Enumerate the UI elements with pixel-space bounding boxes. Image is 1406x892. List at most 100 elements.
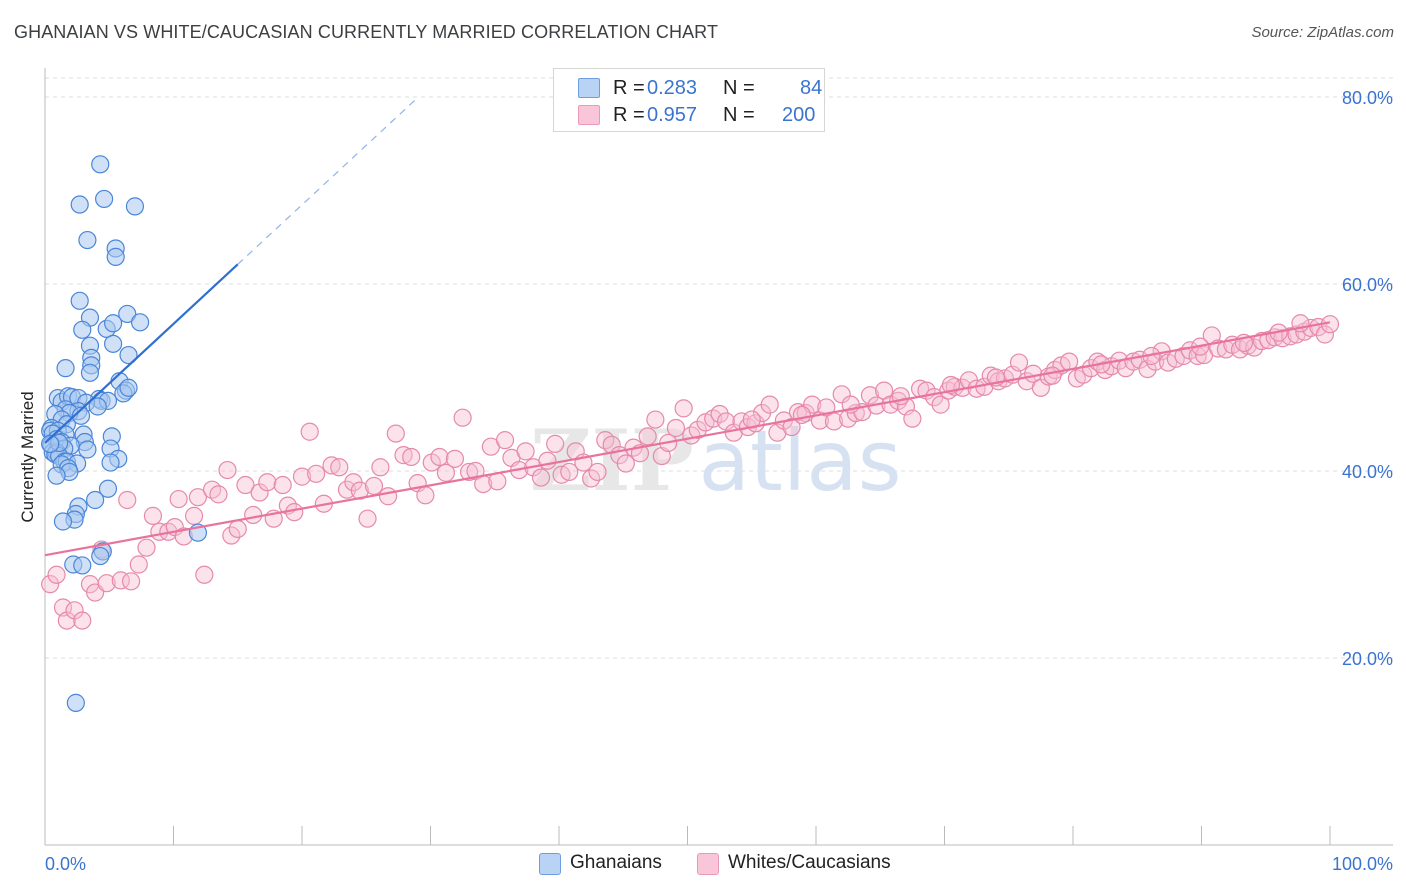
data-point-white bbox=[121, 572, 141, 591]
trend-line-white bbox=[44, 321, 1331, 557]
data-point-ghanaian bbox=[53, 512, 73, 531]
data-point-ghanaian bbox=[66, 693, 85, 712]
data-point-ghanaian bbox=[71, 406, 91, 425]
data-point-white bbox=[792, 405, 811, 424]
data-point-white bbox=[209, 485, 228, 504]
legend-n-label: N = bbox=[723, 77, 755, 99]
watermark-zip: ZIP bbox=[530, 411, 694, 510]
data-point-white bbox=[1315, 325, 1334, 344]
y-tick-label: 20.0% bbox=[1342, 649, 1393, 669]
data-point-white bbox=[760, 395, 779, 414]
stats-legend: R = 0.283 N = 84 R = 0.957 N = 200 bbox=[553, 68, 825, 132]
data-point-white bbox=[666, 418, 686, 438]
data-point-white bbox=[118, 490, 137, 510]
data-point-ghanaian bbox=[78, 230, 97, 250]
trend-line-ghanaian-extension bbox=[237, 97, 419, 265]
data-point-white bbox=[453, 408, 472, 427]
data-point-white bbox=[538, 451, 557, 470]
data-point-white bbox=[436, 463, 456, 482]
data-point-white bbox=[358, 509, 377, 528]
y-tick-label: 80.0% bbox=[1342, 88, 1393, 108]
data-point-ghanaian bbox=[125, 197, 145, 216]
data-point-ghanaian bbox=[47, 466, 66, 485]
data-point-ghanaian bbox=[119, 378, 138, 397]
bottom-legend-label: Ghanaians bbox=[570, 852, 662, 873]
data-point-white bbox=[931, 395, 950, 414]
data-point-ghanaian bbox=[101, 453, 120, 472]
data-point-ghanaian bbox=[73, 556, 92, 575]
data-point-white bbox=[337, 480, 357, 499]
data-point-white bbox=[41, 575, 60, 594]
x-tick-label: 0.0% bbox=[45, 854, 86, 874]
data-point-ghanaian bbox=[78, 440, 97, 459]
data-point-ghanaian bbox=[95, 189, 114, 209]
data-point-white bbox=[710, 404, 729, 424]
data-point-ghanaian bbox=[56, 359, 75, 378]
data-point-white bbox=[638, 427, 657, 446]
legend-swatch-ghanaians bbox=[578, 78, 600, 98]
data-point-white bbox=[222, 526, 241, 545]
data-point-ghanaian bbox=[41, 434, 60, 453]
data-point-white bbox=[300, 422, 319, 441]
x-tick-label: 100.0% bbox=[1332, 854, 1393, 874]
bottom-legend-label: Whites/Caucasians bbox=[728, 852, 891, 873]
data-point-white bbox=[1043, 366, 1062, 385]
data-point-white bbox=[560, 462, 579, 482]
data-point-white bbox=[832, 385, 851, 404]
data-point-white bbox=[652, 446, 671, 466]
data-point-white bbox=[364, 476, 384, 496]
data-point-white bbox=[531, 468, 551, 487]
data-point-white bbox=[236, 475, 255, 495]
data-point-white bbox=[57, 611, 76, 630]
data-point-white bbox=[218, 460, 237, 480]
data-point-white bbox=[430, 447, 449, 467]
data-point-white bbox=[137, 538, 156, 557]
legend-r-label: R = bbox=[613, 77, 645, 99]
data-point-white bbox=[195, 565, 214, 584]
trend-line-ghanaian bbox=[44, 263, 239, 444]
y-tick-label: 60.0% bbox=[1342, 275, 1393, 295]
data-point-white bbox=[582, 469, 601, 488]
data-point-ghanaian bbox=[130, 313, 150, 332]
data-point-ghanaian bbox=[91, 546, 110, 566]
data-point-ghanaian bbox=[98, 479, 118, 498]
data-point-white bbox=[244, 505, 263, 525]
data-point-white bbox=[228, 519, 247, 539]
data-point-white bbox=[188, 488, 208, 507]
legend-n-value: 84 bbox=[800, 77, 823, 99]
data-point-white bbox=[184, 506, 204, 525]
y-axis-title: Currently Married bbox=[18, 391, 37, 523]
data-point-white bbox=[273, 475, 292, 495]
data-point-white bbox=[616, 454, 635, 473]
data-point-ghanaian bbox=[73, 320, 92, 339]
legend-r-value: 0.283 bbox=[647, 77, 698, 99]
data-point-white bbox=[129, 555, 148, 574]
data-point-ghanaian bbox=[119, 345, 138, 365]
data-point-white bbox=[546, 434, 565, 453]
bottom-swatch-ghanaians bbox=[539, 853, 561, 875]
data-point-white bbox=[817, 398, 836, 417]
points-layer bbox=[41, 155, 1340, 712]
data-point-white bbox=[47, 565, 66, 584]
chart-title: GHANAIAN VS WHITE/CAUCASIAN CURRENTLY MA… bbox=[14, 22, 719, 42]
y-tick-label: 40.0% bbox=[1342, 462, 1393, 482]
data-point-white bbox=[516, 442, 535, 461]
data-point-white bbox=[782, 417, 801, 437]
source-label: Source: ZipAtlas.com bbox=[1251, 24, 1394, 41]
data-point-white bbox=[307, 464, 326, 483]
data-point-white bbox=[674, 399, 693, 418]
legend-n-label: N = bbox=[723, 104, 755, 126]
data-point-white bbox=[459, 462, 479, 482]
data-point-white bbox=[250, 483, 269, 502]
data-point-ghanaian bbox=[104, 334, 123, 353]
bottom-swatch-whites bbox=[697, 853, 719, 875]
data-point-white bbox=[378, 487, 398, 506]
data-point-ghanaian bbox=[70, 291, 89, 310]
data-point-ghanaian bbox=[91, 155, 110, 174]
data-point-white bbox=[445, 449, 465, 468]
data-point-white bbox=[588, 462, 607, 482]
data-point-ghanaian bbox=[118, 304, 137, 324]
data-point-white bbox=[1009, 353, 1029, 372]
legend-r-value: 0.957 bbox=[647, 104, 698, 126]
